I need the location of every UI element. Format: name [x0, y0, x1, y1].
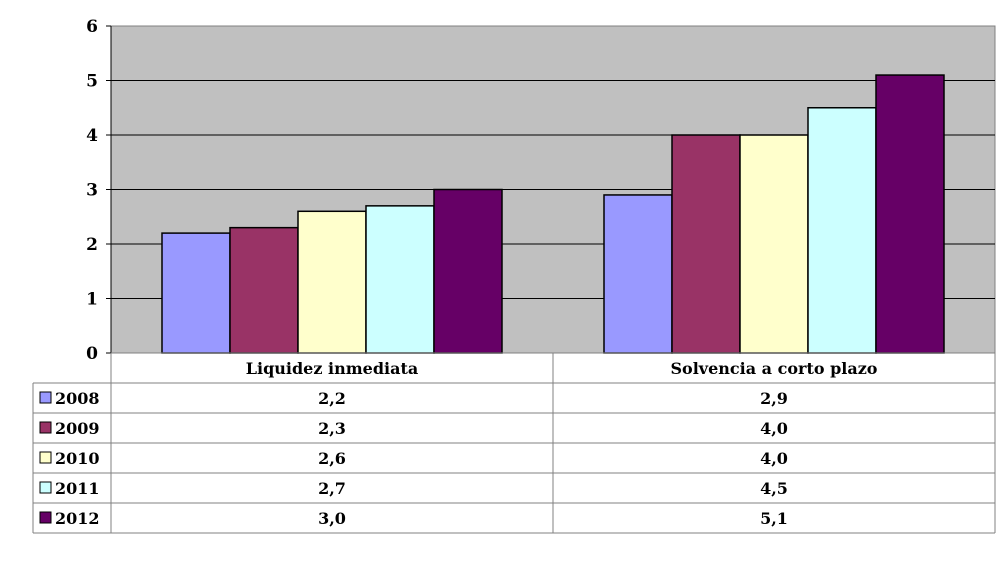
- bar-2011-1: [365, 205, 435, 354]
- data-label: 3,0: [318, 509, 346, 528]
- bar-2008-2: [603, 194, 673, 354]
- bars: [161, 74, 945, 354]
- data-label: 4,0: [760, 449, 788, 468]
- data-label: 2,7: [318, 479, 346, 498]
- bar-2012-1: [433, 188, 503, 354]
- legend-label-2008: 2008: [55, 389, 100, 408]
- y-axis-ticks: 0 1 2 3 4 5 6: [86, 17, 112, 364]
- legend-label-2011: 2011: [55, 479, 100, 498]
- category-label: Liquidez inmediata: [246, 359, 418, 378]
- bar-2009-1: [229, 226, 299, 354]
- data-label: 5,1: [760, 509, 788, 528]
- y-tick-label: 1: [86, 290, 98, 310]
- y-tick-label: 5: [86, 72, 98, 92]
- data-table: Liquidez inmediata Solvencia a corto plaz…: [32, 352, 996, 534]
- y-tick-label: 4: [86, 126, 98, 146]
- bar-2010-1: [297, 210, 367, 354]
- data-label: 2,9: [760, 389, 788, 408]
- category-label: Solvencia a corto plazo: [671, 359, 878, 378]
- legend-label-2010: 2010: [55, 449, 100, 468]
- bar-2008-1: [161, 232, 231, 354]
- data-label: 4,0: [760, 419, 788, 438]
- legend-swatch-2010: [39, 451, 52, 464]
- legend-label-2012: 2012: [55, 509, 100, 528]
- y-tick-label: 2: [86, 235, 98, 255]
- y-tick-label: 6: [86, 17, 98, 37]
- data-label: 2,6: [318, 449, 346, 468]
- bar-2009-2: [671, 134, 741, 354]
- data-label: 2,3: [318, 419, 346, 438]
- bar-2010-2: [739, 134, 809, 354]
- data-label: 4,5: [760, 479, 788, 498]
- y-tick-label: 0: [86, 344, 98, 364]
- legend-swatch-2011: [39, 481, 52, 494]
- data-label: 2,2: [318, 389, 346, 408]
- legend-swatch-2009: [39, 421, 52, 434]
- y-tick-label: 3: [86, 181, 98, 201]
- bar-2012-2: [875, 74, 945, 354]
- legend-swatch-2008: [39, 391, 52, 404]
- legend-label-2009: 2009: [55, 419, 100, 438]
- bar-2011-2: [807, 107, 877, 354]
- legend-swatch-2012: [39, 511, 52, 524]
